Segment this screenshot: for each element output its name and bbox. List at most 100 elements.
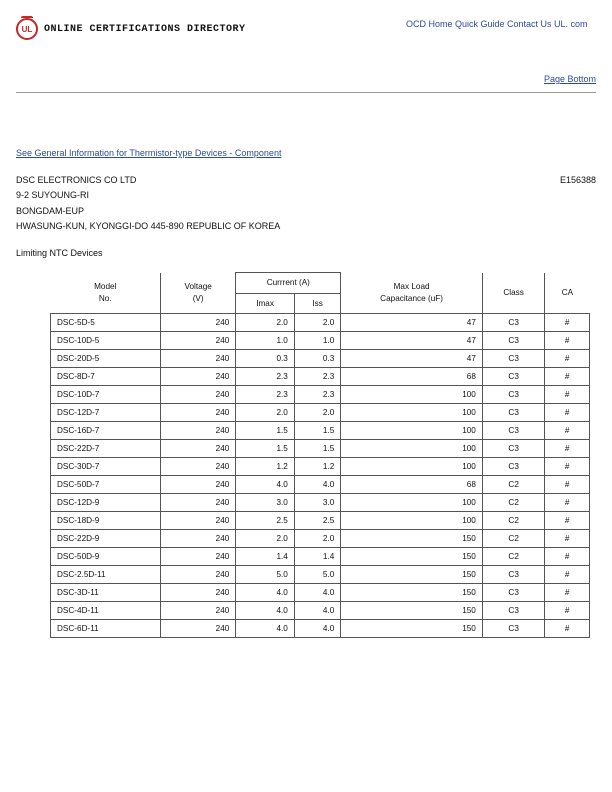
table-head: Model No. Voltage (V) Currrent (A) Max L… (51, 273, 590, 314)
general-info-link[interactable]: See General Information for Thermistor-t… (16, 148, 281, 158)
cell-maxload: 68 (341, 476, 483, 494)
cell-imax: 2.0 (236, 404, 295, 422)
cell-voltage: 240 (161, 386, 236, 404)
cell-maxload: 100 (341, 494, 483, 512)
cell-class: C3 (482, 584, 545, 602)
cell-class: C3 (482, 386, 545, 404)
cell-class: C3 (482, 422, 545, 440)
cell-maxload: 100 (341, 386, 483, 404)
page-bottom-link[interactable]: Page Bottom (544, 74, 596, 84)
cell-iss: 0.3 (294, 350, 340, 368)
cell-ca: # (545, 476, 590, 494)
cell-iss: 2.5 (294, 512, 340, 530)
cell-voltage: 240 (161, 422, 236, 440)
cell-iss: 1.4 (294, 548, 340, 566)
cell-model: DSC-22D-9 (51, 530, 161, 548)
cell-class: C2 (482, 548, 545, 566)
cell-class: C3 (482, 350, 545, 368)
cell-ca: # (545, 332, 590, 350)
cell-model: DSC-22D-7 (51, 440, 161, 458)
cell-voltage: 240 (161, 494, 236, 512)
cell-ca: # (545, 566, 590, 584)
data-table: Model No. Voltage (V) Currrent (A) Max L… (50, 272, 590, 638)
cell-maxload: 150 (341, 620, 483, 638)
cell-maxload: 100 (341, 422, 483, 440)
table-row: DSC-10D-72402.32.3100C3# (51, 386, 590, 404)
table-wrap: Model No. Voltage (V) Currrent (A) Max L… (16, 272, 596, 638)
cell-voltage: 240 (161, 602, 236, 620)
cell-class: C3 (482, 602, 545, 620)
table-row: DSC-22D-92402.02.0150C2# (51, 530, 590, 548)
cell-ca: # (545, 620, 590, 638)
cell-class: C2 (482, 512, 545, 530)
cell-maxload: 47 (341, 314, 483, 332)
cell-iss: 1.5 (294, 440, 340, 458)
cell-iss: 2.0 (294, 404, 340, 422)
cell-iss: 4.0 (294, 584, 340, 602)
cell-iss: 4.0 (294, 476, 340, 494)
table-row: DSC-50D-92401.41.4150C2# (51, 548, 590, 566)
nav-links[interactable]: OCD Home Quick Guide Contact Us UL. com (406, 18, 596, 32)
cell-maxload: 100 (341, 440, 483, 458)
cell-model: DSC-8D-7 (51, 368, 161, 386)
cell-iss: 4.0 (294, 602, 340, 620)
cell-ca: # (545, 350, 590, 368)
cell-iss: 5.0 (294, 566, 340, 584)
page-bottom-link-wrap: Page Bottom (16, 74, 596, 84)
cell-ca: # (545, 602, 590, 620)
cell-ca: # (545, 548, 590, 566)
cell-ca: # (545, 440, 590, 458)
cell-model: DSC-4D-11 (51, 602, 161, 620)
table-row: DSC-12D-92403.03.0100C2# (51, 494, 590, 512)
table-body: DSC-5D-52402.02.047C3#DSC-10D-52401.01.0… (51, 314, 590, 638)
directory-title: ONLINE CERTIFICATIONS DIRECTORY (44, 24, 246, 35)
col-ca: CA (545, 273, 590, 314)
logo-area: UL ONLINE CERTIFICATIONS DIRECTORY (16, 18, 406, 40)
cell-class: C3 (482, 458, 545, 476)
company-name: DSC ELECTRONICS CO LTD (16, 173, 280, 188)
cell-maxload: 150 (341, 548, 483, 566)
cell-class: C3 (482, 404, 545, 422)
cell-maxload: 150 (341, 530, 483, 548)
cell-imax: 4.0 (236, 584, 295, 602)
cell-iss: 2.3 (294, 368, 340, 386)
company-addr1: 9-2 SUYOUNG-RI (16, 188, 280, 203)
table-row: DSC-18D-92402.52.5100C2# (51, 512, 590, 530)
cell-ca: # (545, 314, 590, 332)
cell-iss: 4.0 (294, 620, 340, 638)
cell-voltage: 240 (161, 350, 236, 368)
cell-voltage: 240 (161, 566, 236, 584)
cell-voltage: 240 (161, 368, 236, 386)
cell-model: DSC-16D-7 (51, 422, 161, 440)
cell-iss: 2.3 (294, 386, 340, 404)
cell-model: DSC-5D-5 (51, 314, 161, 332)
cell-imax: 4.0 (236, 476, 295, 494)
cell-ca: # (545, 368, 590, 386)
cell-imax: 2.3 (236, 368, 295, 386)
cell-model: DSC-3D-11 (51, 584, 161, 602)
table-row: DSC-12D-72402.02.0100C3# (51, 404, 590, 422)
cell-imax: 2.0 (236, 314, 295, 332)
cell-maxload: 100 (341, 404, 483, 422)
cell-imax: 0.3 (236, 350, 295, 368)
cell-model: DSC-10D-5 (51, 332, 161, 350)
cell-class: C2 (482, 476, 545, 494)
page: UL ONLINE CERTIFICATIONS DIRECTORY OCD H… (0, 0, 612, 792)
cell-maxload: 68 (341, 368, 483, 386)
cell-imax: 4.0 (236, 620, 295, 638)
company-addr3: HWASUNG-KUN, KYONGGI-DO 445-890 REPUBLIC… (16, 219, 280, 234)
cell-voltage: 240 (161, 440, 236, 458)
ul-logo-text: UL (22, 25, 33, 34)
cell-maxload: 100 (341, 512, 483, 530)
cell-ca: # (545, 422, 590, 440)
table-row: DSC-50D-72404.04.068C2# (51, 476, 590, 494)
table-row: DSC-10D-52401.01.047C3# (51, 332, 590, 350)
cell-model: DSC-10D-7 (51, 386, 161, 404)
cell-iss: 3.0 (294, 494, 340, 512)
table-row: DSC-22D-72401.51.5100C3# (51, 440, 590, 458)
cell-model: DSC-2.5D-11 (51, 566, 161, 584)
cell-model: DSC-12D-9 (51, 494, 161, 512)
cell-maxload: 47 (341, 350, 483, 368)
cell-class: C3 (482, 368, 545, 386)
cell-class: C3 (482, 314, 545, 332)
